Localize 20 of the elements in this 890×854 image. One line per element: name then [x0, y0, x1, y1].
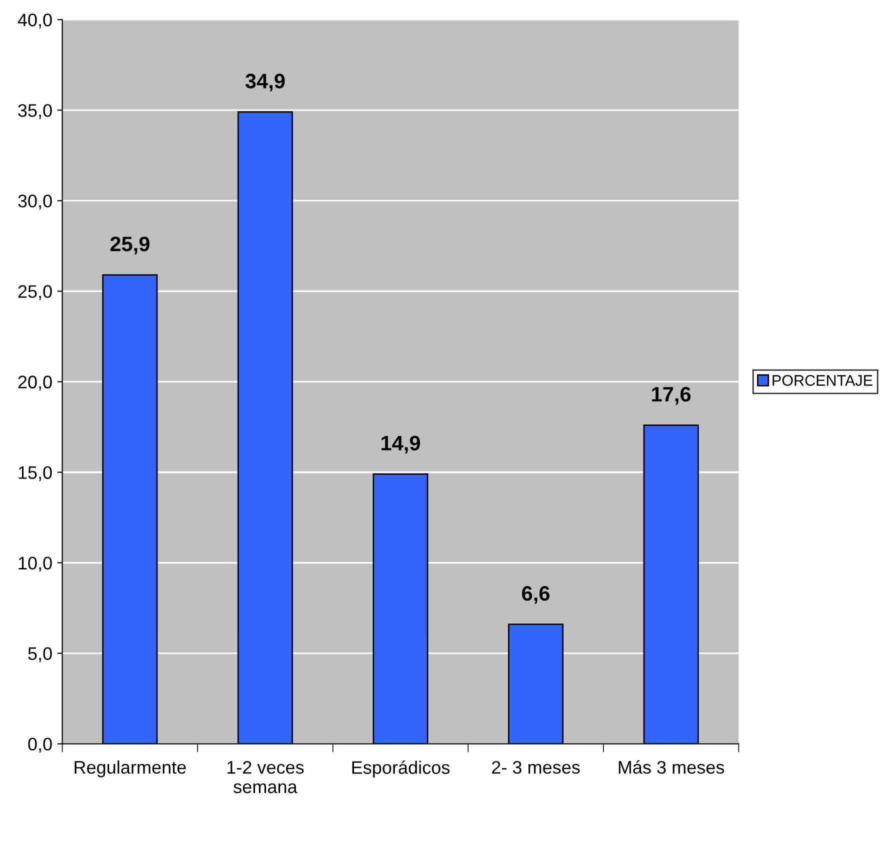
x-tick-label: Esporádicos	[352, 760, 450, 778]
data-label: 14,9	[382, 436, 420, 454]
x-tick-label: Regularmente	[74, 760, 186, 778]
y-tick-label: 30,0	[18, 194, 52, 210]
y-tick-label: 35,0	[18, 104, 52, 120]
data-label: 25,9	[110, 236, 150, 254]
x-tick-label: 1-2 veces semana	[227, 760, 304, 794]
x-tick-label: 2- 3 meses	[492, 760, 580, 774]
data-label: 6,6	[522, 586, 550, 604]
data-label: 34,9	[245, 74, 285, 92]
y-tick-label: 40,0	[18, 14, 52, 28]
y-tick-label: 25,0	[18, 285, 52, 300]
y-tick-label: 0,0	[28, 738, 52, 753]
y-tick-label: 20,0	[18, 376, 52, 391]
y-tick-label: 15,0	[18, 466, 52, 482]
y-tick-label: 5,0	[28, 647, 52, 662]
legend-label: PORCENTAJE	[772, 375, 872, 386]
x-tick-label: Más 3 meses	[618, 760, 724, 774]
y-tick-label: 10,0	[18, 556, 52, 572]
data-label: 17,6	[652, 386, 691, 405]
